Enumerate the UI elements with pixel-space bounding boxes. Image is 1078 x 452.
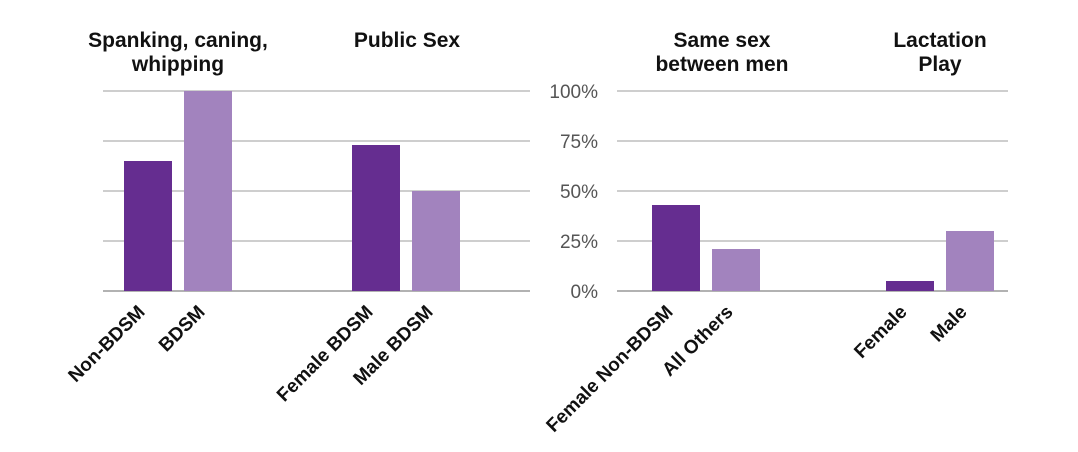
panel-title: Public Sex	[354, 29, 461, 52]
y-axis-tick-labels: 0% 25% 50% 75% 100%	[549, 82, 598, 303]
bar-female-non-bdsm	[652, 205, 700, 291]
bar-all-others	[712, 249, 760, 291]
category-label: Female Non-BDSM	[543, 302, 678, 437]
panel-title: Same sex between men	[655, 29, 788, 76]
bar-bdsm	[184, 91, 232, 291]
y-tick-label: 50%	[560, 182, 598, 203]
bar-male-bdsm	[412, 191, 460, 291]
y-tick-label: 0%	[571, 282, 599, 303]
category-label: Female BDSM	[273, 302, 377, 406]
bar-non-bdsm	[124, 161, 172, 291]
panel-title: Spanking, caning, whipping	[88, 29, 268, 76]
panel-titles: Spanking, caning, whipping Public Sex Same …	[88, 29, 987, 76]
bars	[124, 91, 994, 291]
category-label: Non-BDSM	[65, 302, 150, 387]
category-label: Male	[927, 302, 972, 347]
panel-title: Lactation Play	[893, 29, 986, 76]
y-tick-label: 75%	[560, 132, 598, 153]
y-tick-label: 100%	[549, 82, 598, 103]
category-label: BDSM	[155, 302, 209, 356]
bar-female-bdsm	[352, 145, 400, 291]
bar-female	[886, 281, 934, 291]
category-label: Female	[850, 302, 911, 363]
bar-male	[946, 231, 994, 291]
y-tick-label: 25%	[560, 232, 598, 253]
